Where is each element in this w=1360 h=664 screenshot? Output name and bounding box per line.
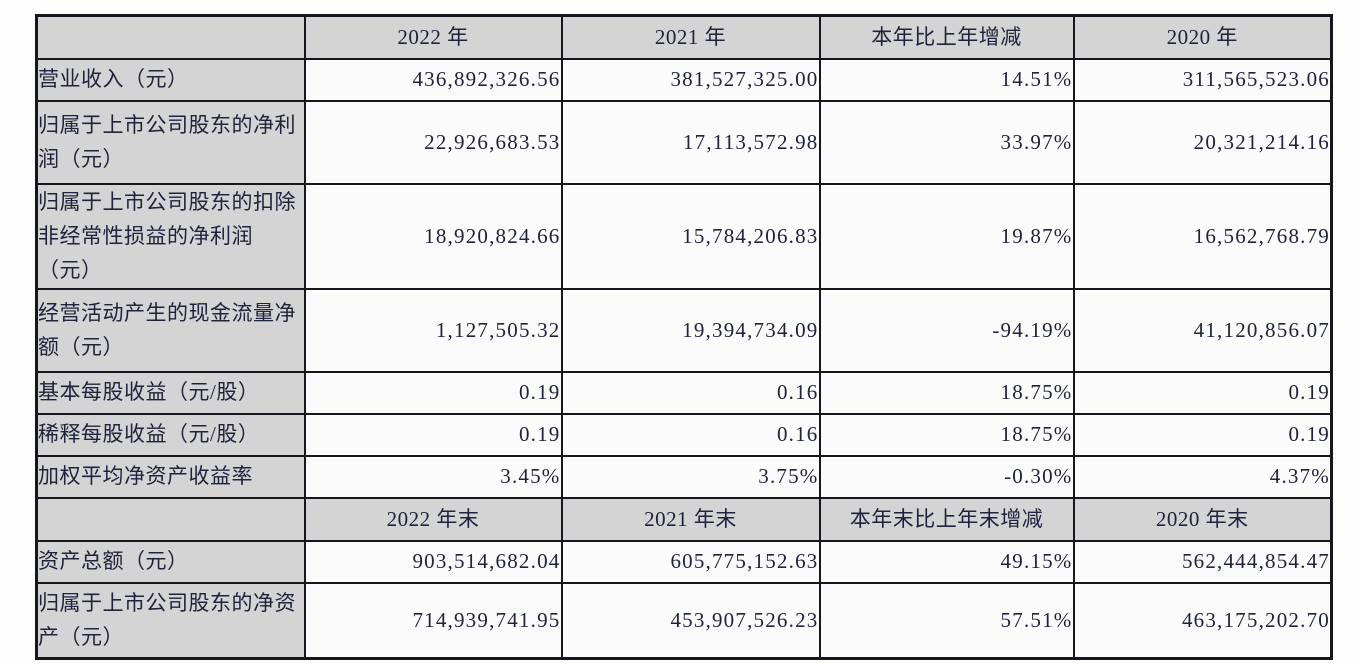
header-2020-end: 2020 年末	[1072, 496, 1333, 542]
row-label: 归属于上市公司股东的净资产（元）	[35, 581, 306, 660]
cell-value: 1,127,505.32	[303, 287, 563, 373]
header-empty-cell	[35, 14, 306, 60]
table-header-row-year-end: 2022 年末 2021 年末 本年末比上年末增减 2020 年末	[35, 496, 1333, 542]
cell-value: 453,907,526.23	[560, 581, 821, 660]
cell-value: 17,113,572.98	[560, 99, 821, 185]
table-row-net-assets: 归属于上市公司股东的净资产（元） 714,939,741.95 453,907,…	[35, 581, 1333, 660]
cell-value: 57.51%	[818, 581, 1075, 660]
cell-value: 41,120,856.07	[1072, 287, 1333, 373]
row-label: 营业收入（元）	[35, 57, 306, 102]
row-label: 资产总额（元）	[35, 539, 306, 584]
cell-value: 562,444,854.47	[1072, 539, 1333, 584]
cell-value: 49.15%	[818, 539, 1075, 584]
table-row-net-profit-excl-nonrecurring: 归属于上市公司股东的扣除非经常性损益的净利润（元） 18,920,824.66 …	[35, 182, 1333, 290]
cell-value: 0.19	[303, 370, 563, 415]
table-row-weighted-avg-roe: 加权平均净资产收益率 3.45% 3.75% -0.30% 4.37%	[35, 454, 1333, 499]
table-row-total-assets: 资产总额（元） 903,514,682.04 605,775,152.63 49…	[35, 539, 1333, 584]
header-2021-end: 2021 年末	[560, 496, 821, 542]
cell-value: 714,939,741.95	[303, 581, 563, 660]
cell-value: 19.87%	[818, 182, 1075, 290]
table-header-row-annual: 2022 年 2021 年 本年比上年增减 2020 年	[35, 14, 1333, 60]
cell-value: 605,775,152.63	[560, 539, 821, 584]
cell-value: 14.51%	[818, 57, 1075, 102]
header-2021: 2021 年	[560, 14, 821, 60]
cell-value: 0.19	[1072, 370, 1333, 415]
cell-value: 436,892,326.56	[303, 57, 563, 102]
table-row-diluted-eps: 稀释每股收益（元/股） 0.19 0.16 18.75% 0.19	[35, 412, 1333, 457]
row-label: 加权平均净资产收益率	[35, 454, 306, 499]
cell-value: 15,784,206.83	[560, 182, 821, 290]
cell-value: 4.37%	[1072, 454, 1333, 499]
cell-value: 3.45%	[303, 454, 563, 499]
cell-value: 463,175,202.70	[1072, 581, 1333, 660]
cell-value: 311,565,523.06	[1072, 57, 1333, 102]
row-label: 稀释每股收益（元/股）	[35, 412, 306, 457]
financial-summary-table: 2022 年 2021 年 本年比上年增减 2020 年 营业收入（元） 436…	[35, 14, 1333, 660]
row-label: 基本每股收益（元/股）	[35, 370, 306, 415]
table-row-basic-eps: 基本每股收益（元/股） 0.19 0.16 18.75% 0.19	[35, 370, 1333, 415]
cell-value: 22,926,683.53	[303, 99, 563, 185]
cell-value: 0.16	[560, 370, 821, 415]
table-row-net-profit: 归属于上市公司股东的净利润（元） 22,926,683.53 17,113,57…	[35, 99, 1333, 185]
cell-value: 0.16	[560, 412, 821, 457]
cell-value: 0.19	[303, 412, 563, 457]
cell-value: 0.19	[1072, 412, 1333, 457]
row-label: 归属于上市公司股东的扣除非经常性损益的净利润（元）	[35, 182, 306, 290]
cell-value: 18.75%	[818, 370, 1075, 415]
header-2022-end: 2022 年末	[303, 496, 563, 542]
cell-value: 18,920,824.66	[303, 182, 563, 290]
header-2020: 2020 年	[1072, 14, 1333, 60]
cell-value: 381,527,325.00	[560, 57, 821, 102]
header-2022: 2022 年	[303, 14, 563, 60]
cell-value: -0.30%	[818, 454, 1075, 499]
header-year-end-change: 本年末比上年末增减	[818, 496, 1075, 542]
cell-value: 19,394,734.09	[560, 287, 821, 373]
header-yoy-change: 本年比上年增减	[818, 14, 1075, 60]
cell-value: 3.75%	[560, 454, 821, 499]
cell-value: 903,514,682.04	[303, 539, 563, 584]
cell-value: 33.97%	[818, 99, 1075, 185]
cell-value: 16,562,768.79	[1072, 182, 1333, 290]
cell-value: 20,321,214.16	[1072, 99, 1333, 185]
row-label: 经营活动产生的现金流量净额（元）	[35, 287, 306, 373]
cell-value: -94.19%	[818, 287, 1075, 373]
table-row-operating-cash-flow: 经营活动产生的现金流量净额（元） 1,127,505.32 19,394,734…	[35, 287, 1333, 373]
header-empty-cell	[35, 496, 306, 542]
cell-value: 18.75%	[818, 412, 1075, 457]
table-row-revenue: 营业收入（元） 436,892,326.56 381,527,325.00 14…	[35, 57, 1333, 102]
row-label: 归属于上市公司股东的净利润（元）	[35, 99, 306, 185]
